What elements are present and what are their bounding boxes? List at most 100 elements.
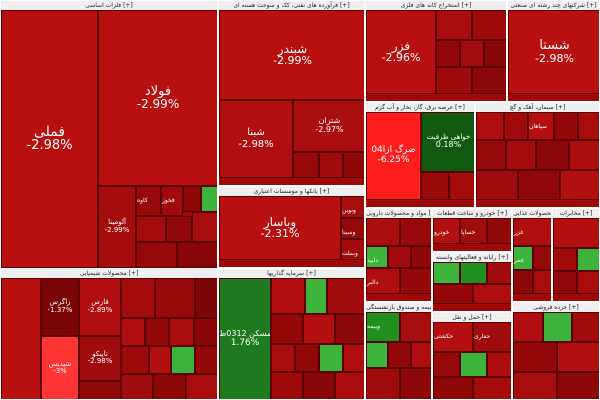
tile-small-n5[interactable]: [484, 40, 506, 67]
tile-tapiko[interactable]: تاپیکو -2.98%: [79, 336, 121, 381]
tile-small-h5[interactable]: [195, 278, 217, 318]
tile-small-m5[interactable]: [136, 242, 177, 268]
tile-khodro[interactable]: خودرو: [433, 218, 460, 244]
tile-fars[interactable]: فارس -2.89%: [79, 278, 121, 336]
tile-kave[interactable]: کاوه: [136, 186, 161, 216]
tile-small-s3[interactable]: [388, 342, 411, 368]
sector-cement[interactable]: سیمان، آهک و گچ [+] سپاهان: [475, 102, 600, 208]
tile-small-n1[interactable]: [436, 10, 472, 40]
tile-vasina[interactable]: وسینا: [341, 218, 364, 239]
tile-dabid[interactable]: دابید: [366, 246, 388, 268]
tile-sepahan[interactable]: سپاهان: [528, 112, 554, 140]
tile-small-p3[interactable]: [343, 152, 364, 178]
sector-insurance[interactable]: بیمه و صندوق بازنشستگی [+] وبیمه: [365, 302, 432, 400]
tile-small-m1[interactable]: [183, 186, 201, 212]
tile-green-small-1[interactable]: [201, 186, 217, 212]
sector-invest[interactable]: سرمایه گذاریها [+] مسکن 0312ط 1.76%: [218, 268, 365, 400]
tile-small-v9[interactable]: [319, 344, 343, 372]
tile-small-h6[interactable]: [121, 318, 145, 346]
tile-small-h9[interactable]: [194, 318, 217, 346]
sector-mining[interactable]: استخراج کانه های فلزی [+] فزر -2.96%: [365, 0, 507, 102]
tile-small-i5[interactable]: [473, 284, 511, 304]
tile-small-r5[interactable]: [473, 377, 511, 399]
tile-small-x7[interactable]: [557, 372, 599, 399]
tile-small-m6[interactable]: [177, 242, 217, 268]
tile-small-h1[interactable]: [1, 278, 41, 399]
sector-trans[interactable]: حمل و نقل [+] حکشتی حفاری: [432, 312, 512, 400]
tile-small-h13[interactable]: [195, 346, 217, 374]
tile-small-h16[interactable]: [186, 374, 217, 399]
tile-small-s6[interactable]: [400, 368, 431, 399]
tile-small-v13[interactable]: [335, 372, 364, 399]
tile-shetran[interactable]: شتران -2.97%: [293, 100, 364, 152]
tile-fazar[interactable]: فزر -2.96%: [366, 10, 436, 94]
tile-vbime[interactable]: وبیمه: [366, 312, 400, 342]
tile-small-f1[interactable]: [533, 246, 551, 270]
tile-small-r4[interactable]: [433, 377, 473, 399]
tile-small-r2[interactable]: [460, 352, 487, 377]
tile-small-v6[interactable]: [335, 314, 364, 344]
tile-vbmelat[interactable]: وبملت: [341, 239, 364, 260]
tile-small-p2[interactable]: [319, 152, 343, 178]
tile-hakshti[interactable]: حکشتی: [433, 322, 473, 352]
tile-shenedr[interactable]: شبندر -2.99%: [219, 10, 364, 100]
sector-telecom[interactable]: مخابرات [+]: [552, 208, 600, 302]
tile-small-h4[interactable]: [155, 278, 195, 318]
tile-foolad[interactable]: فولاد -2.99%: [98, 10, 217, 186]
tile-small-h3[interactable]: [121, 278, 155, 318]
tile-small-r3[interactable]: [487, 352, 511, 377]
tile-small-s1[interactable]: [400, 312, 431, 342]
tile-small-c9[interactable]: [476, 170, 518, 200]
tile-small-f3[interactable]: [533, 270, 551, 294]
tile-fakhoz[interactable]: فخوز: [161, 186, 183, 216]
sector-metals[interactable]: فلزات اساسی [+] فملی -2.98% فولاد -2.99%…: [0, 0, 218, 276]
tile-small-h8[interactable]: [169, 318, 194, 346]
tile-small-v4[interactable]: [271, 314, 303, 344]
sector-products[interactable]: فرآورده های نفتی، کک و سوخت هسته ای [+] …: [218, 0, 365, 186]
tile-small-i3[interactable]: [487, 262, 511, 284]
tile-small-m4[interactable]: [192, 212, 217, 242]
tile-small-i4[interactable]: [433, 284, 473, 304]
tile-small-x1[interactable]: [513, 312, 543, 342]
tile-small-x6[interactable]: [513, 372, 557, 399]
tile-small-d4[interactable]: [411, 246, 431, 268]
sector-electric[interactable]: عرضه برق، گاز، بخار و آب گرم [+] ضرگ ازا…: [365, 102, 475, 208]
tile-vabsadr[interactable]: وباسار -2.31%: [219, 196, 341, 260]
tile-small-t1[interactable]: [553, 218, 599, 248]
sector-retail[interactable]: خرده فروشی [+]: [512, 302, 600, 400]
tile-small-h7[interactable]: [145, 318, 169, 346]
tile-small-n2[interactable]: [472, 10, 506, 40]
tile-small-v2[interactable]: [305, 278, 327, 314]
tile-small-n6[interactable]: [436, 67, 472, 94]
tile-small-d3[interactable]: [388, 246, 411, 268]
tile-small-a1[interactable]: [487, 218, 511, 244]
tile-small-i2[interactable]: [460, 262, 487, 284]
tile-small-p1[interactable]: [293, 152, 319, 178]
tile-small-e2[interactable]: [449, 172, 474, 200]
sector-chem[interactable]: محصولات شیمیایی [+] زاگرس -1.37% فارس -2…: [0, 268, 218, 400]
sector-auto[interactable]: خودرو و ساخت قطعات [+] خودرو خساپا: [432, 208, 512, 252]
tile-small-h14[interactable]: [121, 374, 153, 399]
sector-pharma[interactable]: مواد و محصولات دارویی [+] دابید دالبر: [365, 208, 432, 302]
tile-small-v11[interactable]: [271, 372, 303, 399]
tile-small-d2[interactable]: [400, 218, 431, 246]
tile-small-v5[interactable]: [303, 314, 335, 344]
tile-ghazar[interactable]: غزر: [513, 218, 551, 246]
tile-fameli[interactable]: فملی -2.98%: [1, 10, 98, 268]
sector-food[interactable]: محصولات غذایی [+] غزر غمر: [512, 208, 552, 302]
tile-small-s2[interactable]: [366, 342, 388, 368]
tile-small-n7[interactable]: [472, 67, 506, 94]
tile-shepdis[interactable]: شپدیس -3%: [41, 336, 79, 399]
tile-small-t3[interactable]: [577, 248, 599, 271]
tile-small-n4[interactable]: [460, 40, 484, 67]
tile-small-h11[interactable]: [149, 346, 171, 374]
tile-small-x3[interactable]: [572, 312, 599, 342]
tile-small-c3[interactable]: [554, 112, 578, 140]
tile-small-r1[interactable]: [433, 352, 460, 377]
tile-small-x4[interactable]: [513, 342, 557, 372]
tile-small-x2[interactable]: [543, 312, 572, 342]
tile-small-v3[interactable]: [327, 278, 364, 314]
tile-shabna[interactable]: شبنا -2.98%: [219, 100, 293, 178]
tile-small-n3[interactable]: [436, 40, 460, 67]
sector-banks[interactable]: بانکها و موسسات اعتباری [+] وباسار -2.31…: [218, 186, 365, 268]
